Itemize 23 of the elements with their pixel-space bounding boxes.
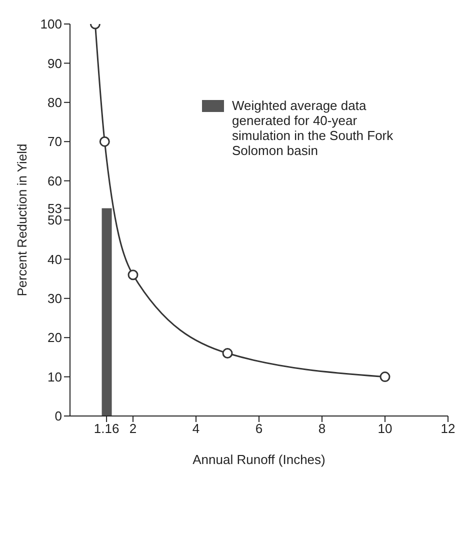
y-tick-label: 70 bbox=[48, 134, 62, 150]
x-tick-label: 8 bbox=[318, 421, 326, 436]
legend-label: Weighted average data generated for 40-year simulation in the South Fork Solomon basin bbox=[232, 98, 394, 158]
x-tick-label: 1.16 bbox=[94, 421, 120, 436]
y-tick-label: 10 bbox=[48, 369, 62, 384]
y-tick-label: 40 bbox=[48, 252, 62, 267]
x-tick-label: 12 bbox=[440, 421, 456, 436]
y-tick-label: 100 bbox=[40, 16, 62, 32]
x-tick-label: 4 bbox=[192, 421, 200, 436]
y-tick-label: 90 bbox=[48, 56, 62, 71]
y-tick-label: 80 bbox=[48, 95, 62, 110]
point bbox=[380, 372, 390, 382]
point bbox=[222, 348, 233, 359]
y-tick-label: 60 bbox=[48, 173, 62, 188]
y-tick-label: 30 bbox=[48, 291, 62, 306]
x-tick-label: 6 bbox=[255, 421, 263, 436]
point bbox=[128, 270, 138, 280]
x-tick-label: 10 bbox=[378, 421, 392, 436]
y-tick-label: 0 bbox=[54, 408, 62, 424]
y-tick-label: 20 bbox=[48, 330, 62, 346]
x-axis-title: Annual Runoff (Inches) bbox=[192, 452, 326, 467]
x-tick-label: 2 bbox=[129, 421, 137, 436]
y-axis-title: Percent Reduction in Yield bbox=[14, 144, 30, 296]
